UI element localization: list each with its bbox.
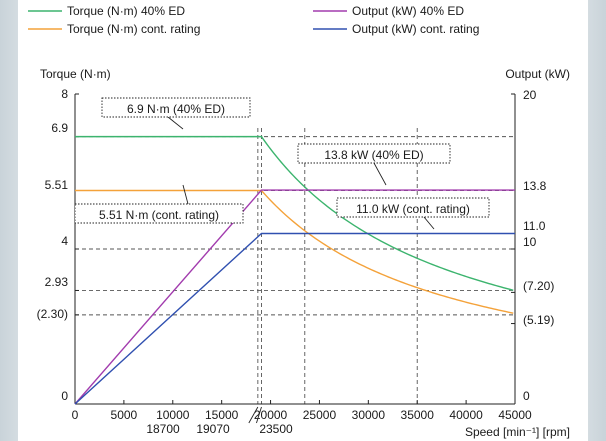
- leader-18700: [248, 406, 259, 424]
- x-axis-title: Speed [min⁻¹] [rpm]: [465, 425, 570, 439]
- y-left-tick-label-4: 4: [61, 234, 68, 248]
- x-tick-label-0: 0: [72, 408, 79, 422]
- y-right-axis-title: Output (kW): [505, 67, 570, 81]
- y-left-tick-label-6.9: 6.9: [51, 121, 68, 135]
- x-tick-label-30000: 30000: [352, 408, 386, 422]
- x-tick-label-45000: 45000: [498, 408, 532, 422]
- legend-label-2: Torque (N·m) cont. rating: [67, 22, 200, 36]
- x-tick-label-10000: 10000: [156, 408, 190, 422]
- x-tick-label-5000: 5000: [111, 408, 138, 422]
- y-right-tick-label-0: 0: [523, 389, 530, 403]
- leader-19070: [256, 406, 262, 424]
- annotation-box-2: [74, 203, 244, 224]
- x-tick-label-25000: 25000: [303, 408, 337, 422]
- y-left-tick-label-2.93: 2.93: [45, 275, 69, 289]
- y-left-tick-label-(2.30): (2.30): [37, 307, 68, 321]
- y-right-tick-label-(5.19): (5.19): [523, 313, 554, 327]
- y-right-tick-label-11.0: 11.0: [523, 219, 546, 233]
- series-line-1: [75, 135, 514, 291]
- x-tick-label-20000: 20000: [254, 408, 288, 422]
- chart-panel: Torque (N·m) 40% ED Torque (N·m) cont. ra…: [18, 0, 588, 441]
- annotation-box-1: [101, 97, 251, 118]
- y-left-tick-label-5.51: 5.51: [45, 178, 69, 192]
- x-tick-label-35000: 35000: [401, 408, 435, 422]
- annotation-label-3: 13.8 kW (40% ED): [324, 148, 423, 162]
- y-right-tick-label-20: 20: [523, 88, 537, 102]
- series-line-3: [74, 189, 515, 405]
- annotation-box-3: [297, 143, 451, 164]
- annotation-leader-1: [167, 116, 184, 130]
- x-extra-label-19070: 19070: [196, 422, 230, 436]
- series-line-2: [75, 189, 514, 314]
- y-left-tick-label-8: 8: [61, 87, 68, 101]
- y-right-tick-label-13.8: 13.8: [523, 179, 547, 193]
- y-right-tick-label-(7.20): (7.20): [523, 279, 554, 293]
- annotation-leader-2: [182, 184, 189, 205]
- x-tick-label-40000: 40000: [449, 408, 483, 422]
- legend-label-4: Output (kW) cont. rating: [352, 22, 479, 36]
- x-tick-label-15000: 15000: [205, 408, 239, 422]
- y-right-tick-label-10: 10: [523, 235, 537, 249]
- annotation-label-1: 6.9 N·m (40% ED): [127, 102, 225, 116]
- torque-output-chart: Torque (N·m) 40% ED Torque (N·m) cont. ra…: [28, 4, 570, 439]
- y-left-axis-title: Torque (N·m): [40, 67, 111, 81]
- annotation-box-4: [336, 197, 490, 218]
- x-extra-label-23500: 23500: [259, 422, 293, 436]
- y-left-tick-label-0: 0: [61, 389, 68, 403]
- legend-label-1: Torque (N·m) 40% ED: [67, 4, 185, 18]
- annotation-label-4: 11.0 kW (cont. rating): [356, 202, 470, 216]
- series-line-4: [74, 232, 515, 405]
- annotation-leader-3: [373, 162, 387, 186]
- annotation-label-2: 5.51 N·m (cont. rating): [99, 208, 219, 222]
- legend-label-3: Output (kW) 40% ED: [352, 4, 464, 18]
- annotation-leader-4: [423, 216, 435, 230]
- x-extra-label-18700: 18700: [146, 422, 180, 436]
